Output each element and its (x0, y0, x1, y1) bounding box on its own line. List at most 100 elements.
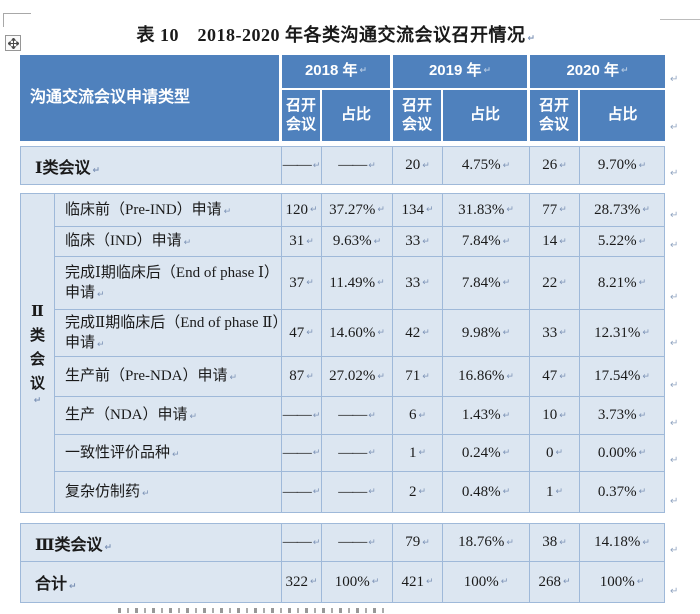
value-cell[interactable]: 134 ↵ (393, 193, 443, 227)
row-end-mark: ↵ (670, 496, 679, 507)
value-cell[interactable]: 9.98% ↵ (443, 310, 530, 357)
value-cell[interactable]: 18.76% ↵ (443, 523, 530, 562)
value-cell[interactable]: 17.54% ↵ (580, 357, 665, 397)
value-cell[interactable]: 10 ↵ (530, 397, 580, 435)
table-caption[interactable]: 表 10 2018-2020 年各类沟通交流会议召开情况 ↵ (20, 21, 652, 47)
value-cell[interactable]: 8.21% ↵ (580, 257, 665, 310)
header-share-2019[interactable]: 占比 (443, 90, 530, 141)
value-cell[interactable]: 14 ↵ (530, 227, 580, 257)
row-label[interactable]: 生产前（Pre-NDA）申请 ↵ (55, 357, 282, 397)
value-cell[interactable]: 9.63% ↵ (322, 227, 393, 257)
sub-header-label: 召开会议 (538, 96, 569, 133)
value-cell[interactable]: 268 ↵ (530, 562, 580, 603)
value-cell[interactable]: 0 ↵ (530, 435, 580, 472)
value-cell[interactable]: 1 ↵ (393, 435, 443, 472)
header-meetings-2018[interactable]: 召开会议 (282, 90, 322, 141)
value-cell[interactable]: —— ↵ (322, 435, 393, 472)
row-label[interactable]: 临床（IND）申请 ↵ (55, 227, 282, 257)
value-cell[interactable]: —— ↵ (322, 472, 393, 513)
row-label-class3[interactable]: Ⅲ类会议 ↵ (20, 523, 282, 562)
cell-value: 37.27% (329, 201, 376, 218)
cell-value: 7.84% (461, 274, 501, 291)
cell-mark: ↵ (638, 448, 647, 458)
value-cell[interactable]: 6 ↵ (393, 397, 443, 435)
value-cell[interactable]: 79 ↵ (393, 523, 443, 562)
value-cell[interactable]: 27.02% ↵ (322, 357, 393, 397)
value-cell[interactable]: 322 ↵ (282, 562, 322, 603)
value-cell[interactable]: 31.83% ↵ (443, 193, 530, 227)
value-cell[interactable]: —— ↵ (282, 146, 322, 185)
value-cell[interactable]: 0.48% ↵ (443, 472, 530, 513)
value-cell[interactable]: 28.73% ↵ (580, 193, 665, 227)
value-cell[interactable]: 71 ↵ (393, 357, 443, 397)
row-label-total[interactable]: 合计 ↵ (20, 562, 282, 603)
value-cell[interactable]: 77 ↵ (530, 193, 580, 227)
row-group-label-class2[interactable]: Ⅱ类会议 ↵ (20, 193, 55, 513)
value-cell[interactable]: —— ↵ (282, 472, 322, 513)
value-cell[interactable]: 22 ↵ (530, 257, 580, 310)
header-year-2018[interactable]: 2018 年 ↵ (282, 55, 393, 90)
row-label[interactable]: 一致性评价品种 ↵ (55, 435, 282, 472)
value-cell[interactable]: 47 ↵ (530, 357, 580, 397)
value-cell[interactable]: 4.75% ↵ (443, 146, 530, 185)
cell-mark: ↵ (422, 236, 430, 247)
value-cell[interactable]: 20 ↵ (393, 146, 443, 185)
value-cell[interactable]: —— ↵ (282, 397, 322, 435)
value-cell[interactable]: 1.43% ↵ (443, 397, 530, 435)
row-label[interactable]: 生产（NDA）申请 ↵ (55, 397, 282, 435)
value-cell[interactable]: 1 ↵ (530, 472, 580, 513)
header-meetings-2019[interactable]: 召开会议 (393, 90, 443, 141)
value-cell[interactable]: 2 ↵ (393, 472, 443, 513)
value-cell[interactable]: 14.18% ↵ (580, 523, 665, 562)
value-cell[interactable]: 33 ↵ (393, 257, 443, 310)
header-meetings-2020[interactable]: 召开会议 (530, 90, 580, 141)
value-cell[interactable]: 120 ↵ (282, 193, 322, 227)
value-cell[interactable]: 37.27% ↵ (322, 193, 393, 227)
value-cell[interactable]: 9.70% ↵ (580, 146, 665, 185)
value-cell[interactable]: —— ↵ (322, 397, 393, 435)
value-cell[interactable]: 12.31% ↵ (580, 310, 665, 357)
header-category-cell[interactable]: 沟通交流会议申请类型 (20, 55, 282, 141)
value-cell[interactable]: 5.22% ↵ (580, 227, 665, 257)
table-move-handle-icon[interactable] (5, 35, 21, 51)
value-cell[interactable]: 7.84% ↵ (443, 257, 530, 310)
cell-mark: ↵ (306, 371, 314, 382)
value-cell[interactable]: 100% ↵ (322, 562, 393, 603)
value-cell[interactable]: 7.84% ↵ (443, 227, 530, 257)
value-cell[interactable]: 0.00% ↵ (580, 435, 665, 472)
value-cell[interactable]: 14.60% ↵ (322, 310, 393, 357)
value-cell[interactable]: 31 ↵ (282, 227, 322, 257)
header-share-2018[interactable]: 占比 (322, 90, 393, 141)
value-cell[interactable]: —— ↵ (282, 523, 322, 562)
value-cell[interactable]: 87 ↵ (282, 357, 322, 397)
value-cell[interactable]: 0.37% ↵ (580, 472, 665, 513)
value-cell[interactable]: —— ↵ (322, 523, 393, 562)
value-cell[interactable]: —— ↵ (322, 146, 393, 185)
value-cell[interactable]: 33 ↵ (393, 227, 443, 257)
value-cell[interactable]: 100% ↵ (443, 562, 530, 603)
value-cell[interactable]: 11.49% ↵ (322, 257, 393, 310)
value-cell[interactable]: 42 ↵ (393, 310, 443, 357)
value-cell[interactable]: 38 ↵ (530, 523, 580, 562)
value-cell[interactable]: 16.86% ↵ (443, 357, 530, 397)
header-share-2020[interactable]: 占比 (580, 90, 665, 141)
cell-value: 268 (538, 573, 561, 590)
value-cell[interactable]: 0.24% ↵ (443, 435, 530, 472)
row-label[interactable]: 复杂仿制药 ↵ (55, 472, 282, 513)
cell-value: 12.31% (594, 324, 641, 341)
row-label-class1[interactable]: Ⅰ类会议 ↵ (20, 146, 282, 185)
value-cell[interactable]: —— ↵ (282, 435, 322, 472)
row-label[interactable]: 完成Ⅰ期临床后（End of phase Ⅰ）申请 ↵ (55, 257, 282, 310)
value-cell[interactable]: 3.73% ↵ (580, 397, 665, 435)
value-cell[interactable]: 37 ↵ (282, 257, 322, 310)
header-year-2020[interactable]: 2020 年 ↵ (530, 55, 665, 90)
row-label[interactable]: 完成Ⅱ期临床后（End of phase Ⅱ）申请 ↵ (55, 310, 282, 357)
value-cell[interactable]: 100% ↵ (580, 562, 665, 603)
cell-mark: ↵ (312, 448, 321, 458)
value-cell[interactable]: 33 ↵ (530, 310, 580, 357)
header-year-2019[interactable]: 2019 年 ↵ (393, 55, 530, 90)
row-label[interactable]: 临床前（Pre-IND）申请 ↵ (55, 193, 282, 227)
value-cell[interactable]: 421 ↵ (393, 562, 443, 603)
value-cell[interactable]: 26 ↵ (530, 146, 580, 185)
value-cell[interactable]: 47 ↵ (282, 310, 322, 357)
